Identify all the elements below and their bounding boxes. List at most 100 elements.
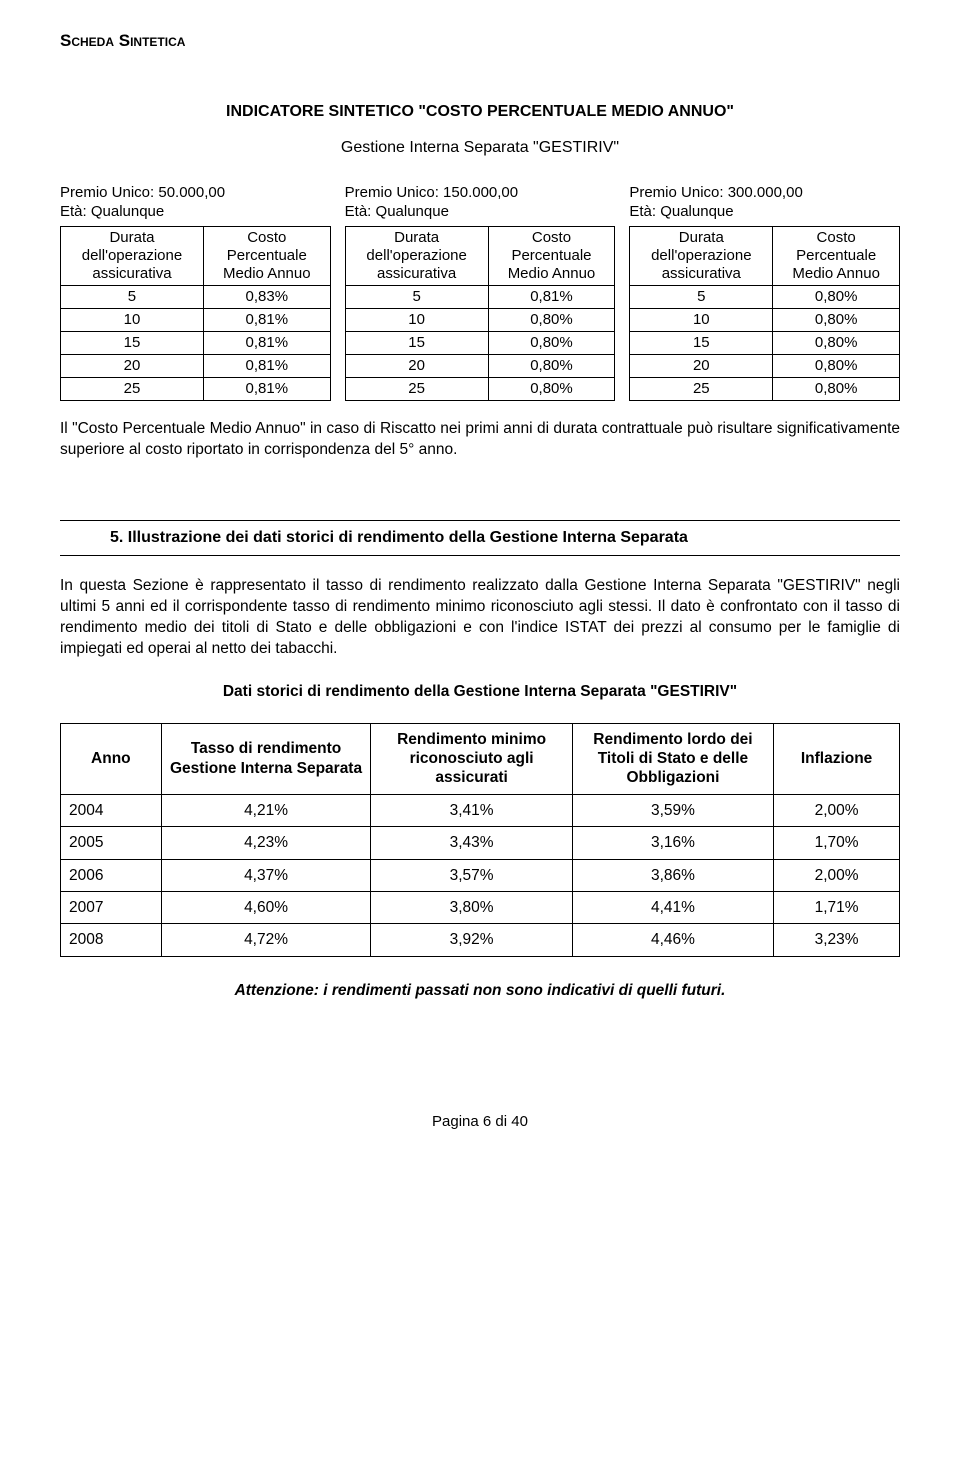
big-table-title: Dati storici di rendimento della Gestion… [60,682,900,703]
table-row: 20064,37%3,57%3,86%2,00% [61,859,900,891]
table-cell: 0,80% [488,331,615,354]
table-cell: 5 [61,285,204,308]
subtitle: Gestione Interna Separata "GESTIRIV" [60,137,900,159]
table-cell: 3,43% [371,827,572,859]
small-table-caption: Premio Unico: 300.000,00Età: Qualunque [629,184,900,222]
big-table-header-cell: Tasso di rendimento Gestione Interna Sep… [161,723,371,794]
small-table-block: Premio Unico: 50.000,00Età: Qualunque Dur… [60,184,331,401]
table-cell: 0,81% [203,331,330,354]
small-table-header-cell: Duratadell'operazioneassicurativa [61,226,204,285]
table-row: 100,81% [61,308,331,331]
table-cell: 20 [630,354,773,377]
table-cell: 3,23% [774,924,900,956]
table-cell: 4,72% [161,924,371,956]
table-cell: 0,80% [488,354,615,377]
table-row: 50,83% [61,285,331,308]
table-cell: 3,16% [572,827,773,859]
table-cell: 3,80% [371,891,572,923]
table-cell: 10 [345,308,488,331]
table-cell: 0,80% [773,377,900,400]
table-row: 100,80% [345,308,615,331]
table-cell: 2,00% [774,859,900,891]
table-row: 20044,21%3,41%3,59%2,00% [61,794,900,826]
table-cell: 3,59% [572,794,773,826]
table-cell: 1,70% [774,827,900,859]
table-cell: 2006 [61,859,162,891]
table-cell: 2005 [61,827,162,859]
small-table: Duratadell'operazioneassicurativaCostoPe… [629,226,900,401]
table-row: 20054,23%3,43%3,16%1,70% [61,827,900,859]
table-row: 50,81% [345,285,615,308]
table-cell: 0,83% [203,285,330,308]
small-table-block: Premio Unico: 150.000,00Età: Qualunque Du… [345,184,616,401]
table-cell: 2008 [61,924,162,956]
table-cell: 20 [345,354,488,377]
table-cell: 15 [61,331,204,354]
table-cell: 2007 [61,891,162,923]
table-cell: 4,46% [572,924,773,956]
table-cell: 0,80% [773,308,900,331]
table-row: 200,80% [630,354,900,377]
table-cell: 25 [61,377,204,400]
page-footer: Pagina 6 di 40 [60,1112,900,1132]
table-cell: 1,71% [774,891,900,923]
small-table-header-cell: CostoPercentualeMedio Annuo [488,226,615,285]
table-cell: 0,80% [773,285,900,308]
big-table-header-cell: Anno [61,723,162,794]
table-cell: 0,80% [488,308,615,331]
table-row: 250,81% [61,377,331,400]
table-cell: 25 [630,377,773,400]
table-cell: 5 [345,285,488,308]
section-heading: 5. Illustrazione dei dati storici di ren… [60,521,900,555]
table-cell: 0,81% [203,354,330,377]
historical-data-table: AnnoTasso di rendimento Gestione Interna… [60,723,900,957]
table-cell: 0,81% [203,308,330,331]
main-title: INDICATORE SINTETICO "COSTO PERCENTUALE … [60,101,900,123]
table-cell: 20 [61,354,204,377]
table-cell: 3,57% [371,859,572,891]
attention-note: Attenzione: i rendimenti passati non son… [60,981,900,1002]
table-cell: 15 [345,331,488,354]
table-cell: 0,80% [773,331,900,354]
table-cell: 10 [61,308,204,331]
big-table-header-cell: Rendimento lordo dei Titoli di Stato e d… [572,723,773,794]
big-table-header-cell: Rendimento minimo riconosciuto agli assi… [371,723,572,794]
small-table-caption: Premio Unico: 150.000,00Età: Qualunque [345,184,616,222]
table-cell: 3,92% [371,924,572,956]
table-cell: 4,41% [572,891,773,923]
table-row: 150,80% [630,331,900,354]
table-row: 200,80% [345,354,615,377]
small-table-caption: Premio Unico: 50.000,00Età: Qualunque [60,184,331,222]
table-cell: 3,86% [572,859,773,891]
table-row: 100,80% [630,308,900,331]
small-table-header-cell: Duratadell'operazioneassicurativa [345,226,488,285]
table-row: 50,80% [630,285,900,308]
table-cell: 2,00% [774,794,900,826]
table-cell: 2004 [61,794,162,826]
small-table-block: Premio Unico: 300.000,00Età: Qualunque Du… [629,184,900,401]
table-cell: 25 [345,377,488,400]
small-tables-row: Premio Unico: 50.000,00Età: Qualunque Dur… [60,184,900,401]
table-row: 250,80% [345,377,615,400]
table-row: 20084,72%3,92%4,46%3,23% [61,924,900,956]
table-row: 150,80% [345,331,615,354]
table-cell: 4,21% [161,794,371,826]
note-paragraph: Il "Costo Percentuale Medio Annuo" in ca… [60,419,900,461]
intro-paragraph: In questa Sezione è rappresentato il tas… [60,576,900,660]
table-row: 250,80% [630,377,900,400]
table-cell: 10 [630,308,773,331]
section-divider: 5. Illustrazione dei dati storici di ren… [60,520,900,556]
table-cell: 0,81% [488,285,615,308]
table-cell: 0,80% [773,354,900,377]
page-header: Scheda Sintetica [60,30,900,53]
table-row: 150,81% [61,331,331,354]
table-row: 20074,60%3,80%4,41%1,71% [61,891,900,923]
big-table-header-cell: Inflazione [774,723,900,794]
table-cell: 15 [630,331,773,354]
small-table-header-cell: CostoPercentualeMedio Annuo [773,226,900,285]
small-table-header-cell: Duratadell'operazioneassicurativa [630,226,773,285]
table-cell: 4,23% [161,827,371,859]
small-table-header-cell: CostoPercentualeMedio Annuo [203,226,330,285]
table-cell: 0,80% [488,377,615,400]
small-table: Duratadell'operazioneassicurativaCostoPe… [345,226,616,401]
